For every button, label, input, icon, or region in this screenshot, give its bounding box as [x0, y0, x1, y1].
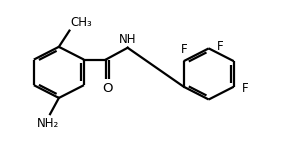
Text: F: F — [242, 82, 248, 95]
Text: NH: NH — [119, 33, 136, 46]
Text: F: F — [216, 40, 223, 53]
Text: CH₃: CH₃ — [71, 16, 93, 29]
Text: NH₂: NH₂ — [37, 117, 59, 130]
Text: F: F — [181, 43, 187, 56]
Text: O: O — [102, 82, 113, 95]
